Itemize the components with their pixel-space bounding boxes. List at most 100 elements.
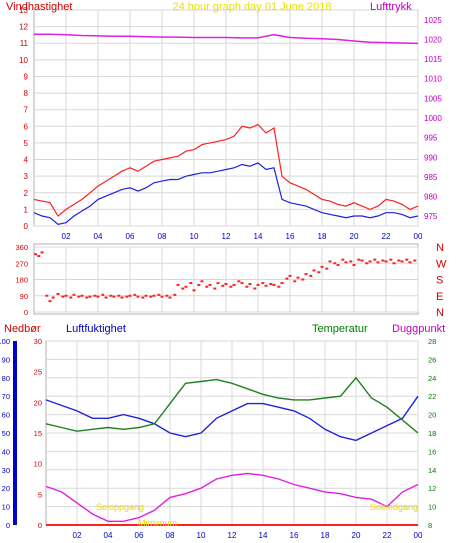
wind-tick-label: 6 xyxy=(24,122,29,131)
pressure-tick-label: 1025 xyxy=(424,16,442,25)
direction-point xyxy=(213,287,217,290)
wind-time-tick-label: 18 xyxy=(318,232,327,241)
humidity-tick-label: 100 xyxy=(0,337,10,346)
wind-time-tick-label: 20 xyxy=(350,232,359,241)
direction-point xyxy=(304,273,308,276)
compass-label: S xyxy=(436,275,443,287)
pressure-axis-ticks: 975 980 985 990 995 1000 1005 1010 1015 1020 1025 xyxy=(424,16,442,221)
humidity-tick-label: 80 xyxy=(2,374,10,383)
direction-point xyxy=(133,293,137,296)
wind-tick-label: 3 xyxy=(24,172,29,181)
direction-point xyxy=(405,258,409,261)
direction-point xyxy=(101,293,105,296)
direction-point xyxy=(261,282,265,285)
direction-point xyxy=(221,284,225,287)
direction-point xyxy=(152,294,156,297)
direction-point xyxy=(272,283,276,286)
humidity-time-tick-label: 04 xyxy=(104,531,113,540)
direction-point xyxy=(373,258,377,261)
pressure-tick-label: 990 xyxy=(424,153,438,162)
direction-point xyxy=(141,296,145,299)
compass-label: N xyxy=(436,242,444,254)
wind-time-tick-label: 06 xyxy=(126,232,135,241)
direction-point xyxy=(360,259,364,262)
direction-point xyxy=(128,294,132,297)
direction-point xyxy=(168,296,172,299)
direction-point xyxy=(189,282,193,285)
direction-point xyxy=(325,267,329,270)
direction-degree-ticks: 360 270 180 90 0 xyxy=(15,243,28,317)
wind-time-tick-label: 12 xyxy=(222,232,231,241)
dewpoint-axis-label: Duggpunkt xyxy=(392,323,445,335)
direction-point xyxy=(269,283,273,286)
direction-point xyxy=(173,293,177,296)
wind-tick-label: 12 xyxy=(19,23,28,32)
direction-point xyxy=(256,283,260,286)
compass-label: E xyxy=(436,291,443,303)
rain-scale-bar xyxy=(13,341,17,525)
direction-point xyxy=(157,293,161,296)
wind-time-tick-label: 10 xyxy=(190,232,199,241)
temperature-tick-label: 8 xyxy=(428,521,432,530)
humidity-temperature-series xyxy=(45,376,419,526)
wind-time-tick-label: 22 xyxy=(382,232,391,241)
wind-tick-label: 9 xyxy=(24,72,29,81)
rain-axis-label: Nedbør xyxy=(4,323,41,335)
wind-tick-label: 13 xyxy=(19,6,28,15)
minimum-annotation: Mimimum xyxy=(138,518,177,528)
wind-line xyxy=(33,162,419,225)
humidity-tick-label: 30 xyxy=(2,466,10,475)
direction-point xyxy=(301,278,305,281)
humidity-time-tick-label: 00 xyxy=(414,531,423,540)
direction-point xyxy=(112,295,116,298)
direction-tick-label: 270 xyxy=(15,259,28,268)
direction-point xyxy=(176,283,180,286)
direction-point xyxy=(381,259,385,262)
gust-line xyxy=(33,123,419,217)
rain-tick-label: 25 xyxy=(34,368,42,377)
compass-label: W xyxy=(436,258,447,270)
temperature-tick-label: 24 xyxy=(428,374,436,383)
pressure-tick-label: 985 xyxy=(424,173,438,182)
direction-point xyxy=(208,283,212,286)
direction-point xyxy=(264,284,268,287)
dewpoint-line xyxy=(45,472,419,522)
direction-point xyxy=(96,295,100,298)
direction-point xyxy=(408,261,412,264)
direction-point xyxy=(149,295,153,298)
direction-point xyxy=(384,260,388,263)
direction-point xyxy=(165,294,169,297)
humidity-tick-label: 70 xyxy=(2,392,10,401)
wind-time-tick-label: 04 xyxy=(94,232,103,241)
direction-point xyxy=(232,283,236,286)
humidity-time-tick-label: 14 xyxy=(259,531,268,540)
direction-point xyxy=(357,258,361,261)
direction-point xyxy=(197,283,201,286)
direction-point xyxy=(224,283,228,286)
direction-point xyxy=(317,271,321,274)
temperature-tick-label: 28 xyxy=(428,337,436,346)
humidity-time-tick-label: 02 xyxy=(73,531,82,540)
humidity-axis-ticks: 0 10 20 30 40 50 60 70 80 90 100 xyxy=(0,337,10,530)
wind-tick-label: 10 xyxy=(19,56,28,65)
direction-point xyxy=(240,282,244,285)
wind-pressure-panel: 24 hour graph day 01 June 2018 Vindhasti… xyxy=(6,1,442,241)
humidity-axis-label: Luftfuktighet xyxy=(66,323,126,335)
direction-tick-label: 90 xyxy=(20,292,28,301)
direction-point xyxy=(397,259,401,262)
wind-time-tick-label: 00 xyxy=(414,232,423,241)
direction-point xyxy=(160,295,164,298)
direction-point xyxy=(136,295,140,298)
direction-point xyxy=(37,255,41,258)
rain-tick-label: 10 xyxy=(34,460,42,469)
compass-label: N xyxy=(436,307,444,319)
humidity-time-tick-label: 18 xyxy=(321,531,330,540)
direction-point xyxy=(34,253,38,256)
sunrise-annotation: Soloppgang xyxy=(96,502,144,512)
rain-tick-label: 5 xyxy=(38,490,42,499)
direction-point xyxy=(285,277,289,280)
wind-tick-label: 4 xyxy=(24,156,29,165)
